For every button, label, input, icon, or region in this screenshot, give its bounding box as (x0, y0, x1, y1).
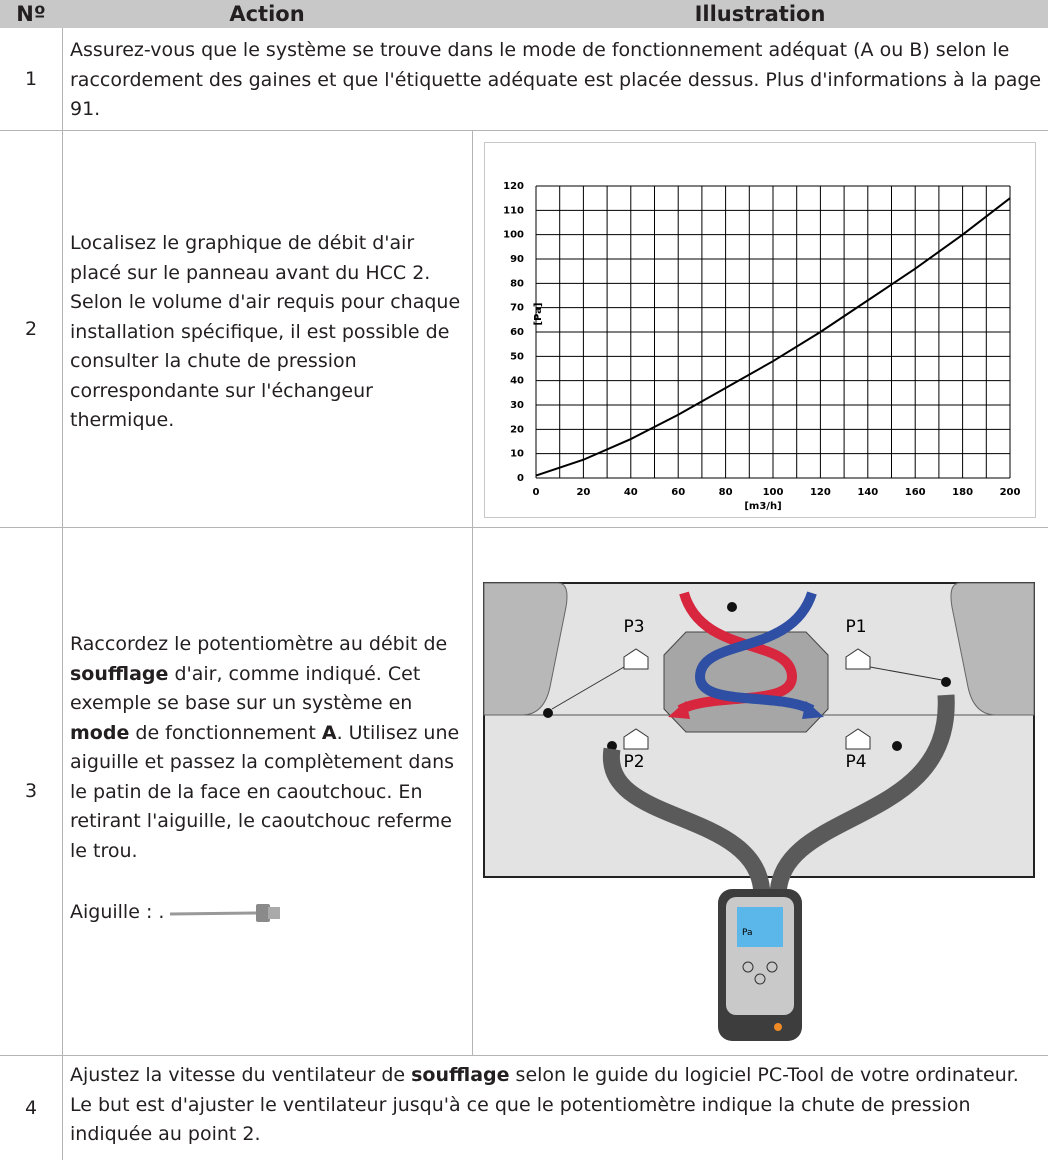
pointer (869, 666, 943, 681)
header-number: Nº (0, 0, 62, 28)
panel-corner (950, 582, 1035, 716)
text-run: mode (70, 721, 130, 744)
text-run: Localisez le graphique de débit d'air pl… (70, 232, 461, 431)
port-label: P3 (623, 617, 644, 637)
hose (602, 747, 771, 896)
x-tick-label: 100 (763, 487, 784, 498)
y-tick-label: 10 (510, 449, 524, 460)
pointer (551, 666, 625, 710)
row-number: 3 (24, 780, 38, 802)
y-tick-label: 80 (510, 278, 524, 289)
row-text: Raccordez le potentiomètre au débit de s… (70, 630, 468, 866)
text-run: soufflage (70, 662, 169, 685)
text-run: selon le guide du logiciel PC-Tool de vo… (70, 1064, 1019, 1145)
y-tick-label: 70 (510, 303, 524, 314)
y-tick-label: 30 (510, 400, 524, 411)
text-run: d'air, comme indiqué. Cet exemple se bas… (70, 662, 421, 715)
needle-image (170, 904, 281, 922)
column-border (472, 130, 473, 1055)
x-tick-label: 160 (905, 487, 926, 498)
x-tick-label: 60 (671, 487, 685, 498)
arrow-head (668, 701, 690, 719)
y-tick-label: 0 (517, 473, 524, 484)
header-illustration: Illustration (472, 0, 1048, 28)
text-run: Assurez-vous que le système se trouve da… (70, 39, 1042, 120)
indicator (774, 1023, 782, 1031)
extract-flow (694, 591, 817, 715)
ports (623, 648, 871, 750)
row-text: Assurez-vous que le système se trouve da… (70, 36, 1042, 125)
text-run: soufflage (411, 1064, 510, 1086)
port-label: P4 (845, 752, 866, 772)
x-tick-label: 200 (1000, 487, 1021, 498)
y-axis-label: [Pa] (533, 303, 544, 326)
text-run: A (321, 721, 337, 744)
x-tick-label: 180 (952, 487, 973, 498)
panel-corner (483, 582, 568, 716)
x-tick-label: 40 (624, 487, 638, 498)
y-tick-label: 40 (510, 376, 524, 387)
x-tick-label: 120 (810, 487, 831, 498)
screen-unit: Pa (742, 928, 753, 938)
x-tick-label: 20 (576, 487, 590, 498)
hose (769, 694, 955, 896)
y-tick-label: 50 (510, 351, 524, 362)
measure-points (543, 602, 951, 751)
curve (535, 197, 1011, 477)
text-run: de fonctionnement (129, 721, 322, 744)
y-tick-label: 20 (510, 424, 524, 435)
row-border (0, 130, 1048, 131)
text-run: Ajustez la vitesse du ventilateur de (70, 1064, 412, 1086)
manometer-screen (737, 907, 783, 947)
row-border (0, 527, 1048, 528)
row-number: 2 (24, 317, 38, 340)
x-tick-label: 80 (719, 487, 733, 498)
row-border (0, 1055, 1048, 1056)
chart-frame (484, 142, 1036, 518)
row-number: 1 (24, 68, 38, 90)
needle-row: Aiguille : . (70, 898, 468, 928)
row-number: 4 (24, 1096, 38, 1119)
header-action: Action (62, 0, 472, 28)
connection-diagram: P3 P1 P2 P4 Pa (483, 582, 1035, 1041)
y-tick-label: 60 (510, 327, 524, 338)
text-run: Raccordez le potentiomètre au débit de (70, 633, 448, 655)
x-tick-label: 140 (857, 487, 878, 498)
y-tick-label: 120 (503, 181, 524, 192)
arrow-head (802, 701, 824, 719)
y-tick-label: 110 (503, 205, 524, 216)
flow-chart: [Pa] [m3/h] 0 20 40 60 80 100 120 140 160 180 200 0… (484, 142, 1036, 518)
port-label: P1 (845, 617, 866, 637)
port-label: P2 (623, 752, 644, 772)
text-run: . Utilisez une aiguille et passez la com… (70, 721, 460, 862)
y-tick-label: 90 (510, 254, 524, 265)
x-tick-label: 0 (533, 487, 540, 498)
needle-label: Aiguille : . (70, 901, 165, 924)
row-text: Ajustez la vitesse du ventilateur de sou… (70, 1061, 1042, 1150)
row-text: Localisez le graphique de débit d'air pl… (70, 229, 468, 436)
x-axis-label: [m3/h] (744, 501, 781, 512)
column-border (62, 28, 63, 1160)
y-tick-label: 100 (503, 230, 524, 241)
